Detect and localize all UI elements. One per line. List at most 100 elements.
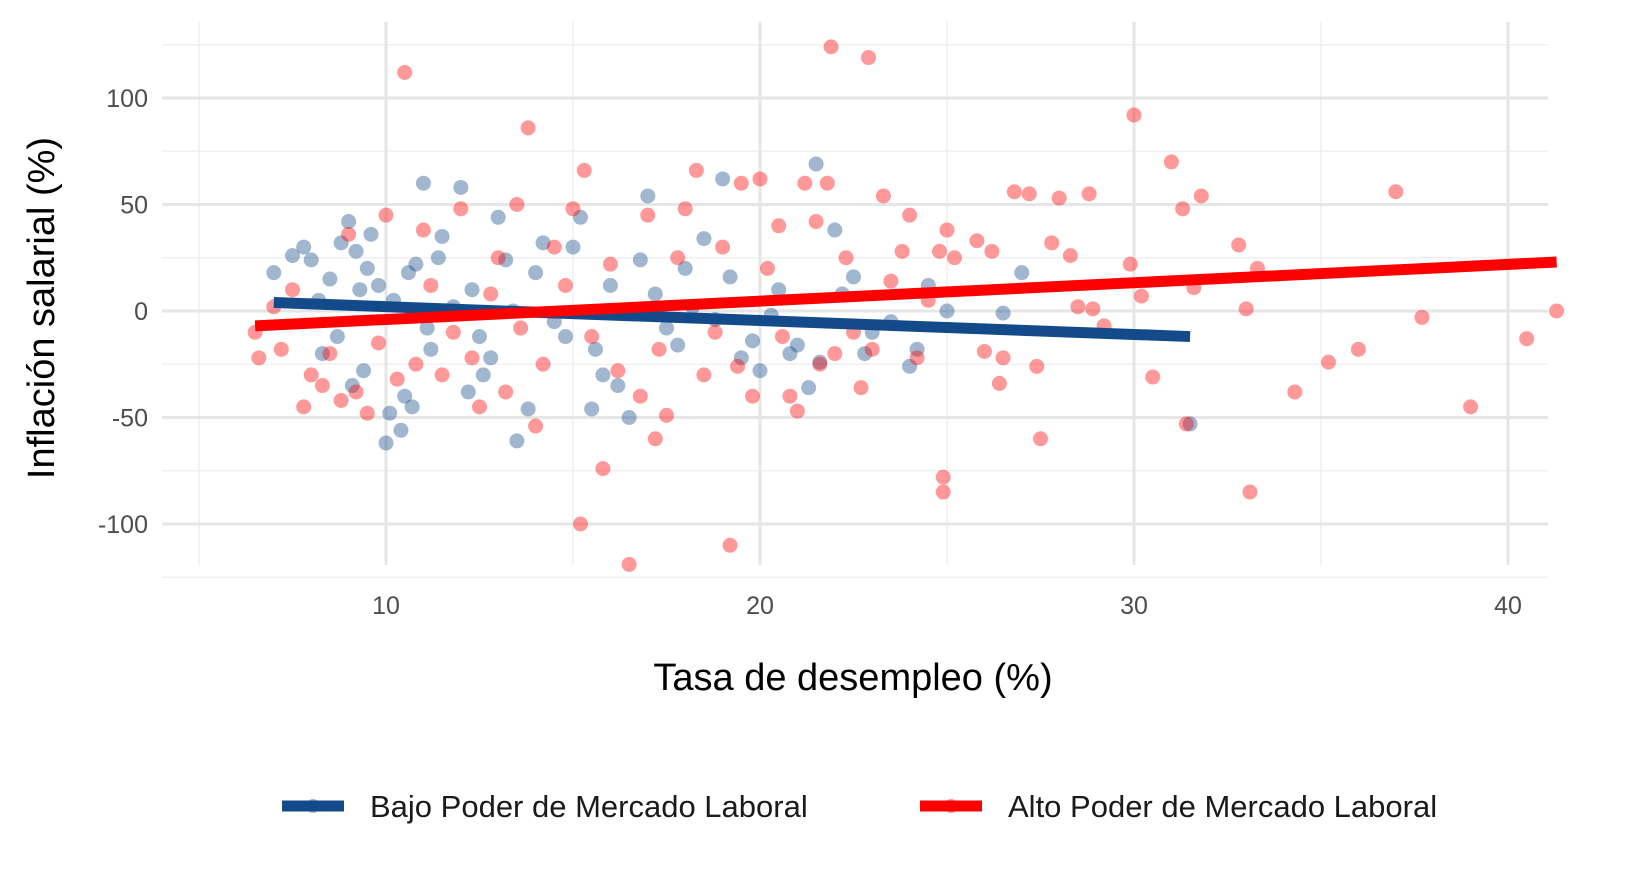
data-point [251, 350, 267, 366]
data-point [1021, 186, 1037, 202]
data-point [359, 405, 375, 421]
trend-lines [254, 256, 1557, 343]
data-point [576, 162, 592, 178]
data-point [348, 384, 364, 400]
data-point [771, 282, 787, 298]
data-point [935, 469, 951, 485]
data-point [322, 346, 338, 362]
data-point [688, 162, 704, 178]
data-point [640, 207, 656, 223]
data-point [827, 346, 843, 362]
data-point [696, 231, 712, 247]
data-point [602, 277, 618, 293]
data-point [322, 271, 338, 287]
data-point [696, 367, 712, 383]
data-point [464, 282, 480, 298]
data-point [1320, 354, 1336, 370]
data-point [670, 337, 686, 353]
data-point [860, 50, 876, 66]
data-point [341, 226, 357, 242]
data-point [827, 222, 843, 238]
data-point [513, 320, 529, 336]
data-point [1014, 265, 1030, 281]
data-point [314, 346, 330, 362]
x-axis-ticks: 10 20 30 40 [372, 592, 1522, 620]
data-point [909, 341, 925, 357]
x-tick-label: 10 [372, 592, 400, 620]
data-point [565, 201, 581, 217]
data-point [453, 201, 469, 217]
data-point [434, 367, 450, 383]
x-axis-title: Tasa de desempleo (%) [653, 657, 1052, 699]
data-point [610, 363, 626, 379]
data-point [1163, 154, 1179, 170]
data-point [1175, 201, 1191, 217]
data-point [453, 179, 469, 195]
data-point [303, 252, 319, 268]
data-point [677, 260, 693, 276]
data-point [659, 407, 674, 423]
data-point [333, 392, 349, 408]
x-tick-label: 20 [746, 592, 774, 620]
data-point [423, 341, 439, 357]
data-point [909, 350, 925, 366]
data-point [558, 277, 574, 293]
data-point [528, 418, 544, 434]
data-point [472, 399, 487, 415]
data-point [528, 265, 544, 281]
data-point [475, 367, 491, 383]
data-point [1006, 184, 1022, 200]
data-point [789, 337, 805, 353]
data-point [875, 188, 891, 204]
data-point [333, 235, 349, 251]
data-point [498, 252, 514, 268]
legend-swatch-dot-bajo [306, 799, 320, 813]
data-point [509, 197, 525, 212]
trend-line-1 [254, 256, 1557, 332]
data-point [651, 341, 667, 357]
data-point [946, 250, 962, 266]
data-point [1238, 301, 1254, 317]
data-point [1414, 309, 1430, 325]
data-point [745, 333, 761, 349]
data-point [632, 252, 648, 268]
data-point [621, 410, 637, 425]
data-point [535, 356, 551, 372]
data-point [546, 239, 562, 255]
data-point [853, 380, 869, 396]
data-point [902, 358, 918, 374]
data-point [771, 218, 787, 234]
data-point [976, 343, 992, 359]
data-point [730, 358, 746, 374]
data-point [472, 329, 487, 345]
data-point [1029, 358, 1045, 374]
grid-major [162, 22, 1548, 565]
data-point [995, 350, 1011, 366]
data-point [359, 260, 375, 276]
data-point [984, 243, 1000, 259]
data-point [797, 175, 813, 191]
data-point [587, 341, 603, 357]
data-point [932, 243, 948, 259]
data-point [812, 354, 828, 370]
data-point [969, 233, 985, 249]
data-point [640, 188, 656, 204]
data-point [733, 175, 749, 191]
data-point [939, 303, 955, 319]
data-point [341, 214, 357, 230]
data-point [883, 273, 899, 289]
data-point [1145, 369, 1161, 385]
data-point [1070, 299, 1086, 315]
data-point [344, 378, 360, 394]
data-point [584, 401, 600, 417]
y-tick-label: 100 [106, 85, 148, 113]
data-point [460, 384, 476, 400]
data-point [677, 201, 693, 217]
data-point [1350, 341, 1366, 357]
data-point [670, 250, 686, 266]
data-point [348, 243, 364, 259]
data-point [774, 329, 790, 345]
data-point [565, 239, 581, 255]
data-point [647, 286, 663, 302]
